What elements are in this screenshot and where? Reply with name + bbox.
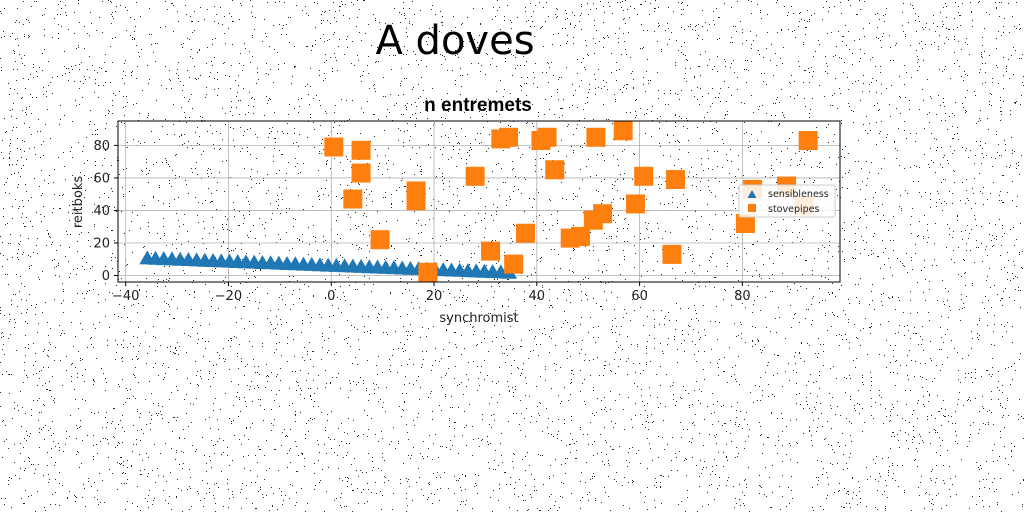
stovepipes-point-20 [586,127,606,147]
legend-box [738,184,836,218]
grid-lines [118,121,840,282]
stovepipes-point-24 [634,166,654,186]
stovepipes-point-18 [570,226,590,246]
stovepipes-point-16 [545,160,565,180]
stovepipes-point-13 [516,223,536,243]
stovepipes-point-8 [465,166,485,186]
x-tick-label-0: −40 [112,289,139,304]
x-tick-label-4: 40 [529,289,546,304]
stovepipes-point-15 [537,127,557,147]
series-layer [139,121,818,282]
stovepipes-point-30 [662,244,682,264]
plot-area-frame [117,120,841,283]
y-tick-label-4: 80 [93,139,110,154]
stovepipes-point-6 [406,191,426,211]
stovepipes-point-11 [499,127,519,147]
y-tick-label-1: 20 [93,236,110,251]
legend-label-sensibleness: sensibleness [768,189,829,200]
y-tick-label-0: 0 [102,269,110,284]
y-axis-label: reitboks [71,176,86,229]
chart-title: n entremets [424,95,532,116]
y-tick-label-3: 60 [93,171,110,186]
x-axis-label: synchromist [439,311,518,326]
x-tick-label-3: 20 [426,289,443,304]
legend: sensibleness stovepipes [738,184,836,218]
legend-label-stovepipes: stovepipes [768,204,819,215]
x-tick-label-5: 60 [631,289,648,304]
stovepipes-point-23 [625,194,645,214]
page-title: A doves [375,18,535,64]
x-tick-label-1: −20 [215,289,242,304]
x-tick-label-2: 0 [327,289,335,304]
stovepipes-point-31 [798,131,818,151]
stovepipes-point-3 [351,163,371,183]
stovepipes-point-7 [418,262,438,282]
legend-marker-stovepipes [748,204,756,212]
stovepipes-point-0 [324,137,344,157]
legend-marker-sensibleness [747,190,757,198]
stovepipes-point-12 [504,254,524,274]
stovepipes-point-22 [613,121,633,141]
stovepipes-point-2 [351,140,371,160]
axis-ticks: −40 −20 0 20 40 60 80 0 20 40 60 80 [93,139,750,304]
stovepipes-point-1 [343,189,363,209]
x-tick-label-6: 80 [734,289,751,304]
y-tick-label-2: 40 [93,204,110,219]
stovepipes-point-26 [735,213,755,233]
stovepipes-point-25 [666,170,686,190]
series-sensibleness [139,250,518,279]
stovepipes-point-4 [370,230,390,250]
stovepipes-point-21 [593,204,613,224]
stovepipes-point-9 [481,241,501,261]
